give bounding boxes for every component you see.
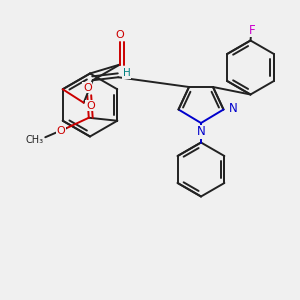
Text: H: H	[123, 68, 130, 78]
Text: CH₃: CH₃	[26, 135, 44, 145]
Text: O: O	[56, 126, 65, 136]
Text: N: N	[229, 101, 238, 115]
Text: F: F	[249, 23, 255, 37]
Text: O: O	[116, 29, 124, 40]
Text: O: O	[86, 101, 95, 111]
Text: N: N	[196, 125, 206, 139]
Text: O: O	[83, 83, 92, 93]
